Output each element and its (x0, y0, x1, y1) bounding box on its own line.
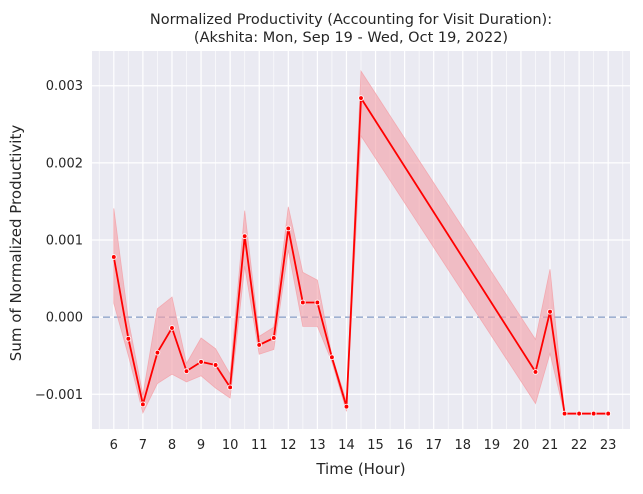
data-point (561, 410, 568, 417)
y-axis-ticks: −0.001 0.000 0.001 0.002 0.003 (35, 79, 83, 403)
y-axis-label: Sum of Normalized Productivity (7, 125, 25, 362)
chart-subtitle: (Akshita: Mon, Sep 19 - Wed, Oct 19, 202… (194, 30, 508, 46)
x-tick-label: 22 (571, 438, 588, 453)
x-tick-label: 21 (542, 438, 559, 453)
data-point (183, 368, 190, 374)
x-tick-label: 14 (338, 438, 355, 453)
x-tick-label: 16 (396, 438, 413, 453)
series-line (112, 97, 609, 415)
data-point (285, 225, 292, 232)
data-point (256, 342, 263, 348)
data-point (169, 325, 175, 331)
x-tick-label: 23 (600, 438, 617, 453)
data-point (329, 354, 335, 361)
x-tick-label: 9 (197, 438, 205, 453)
x-tick-label: 6 (110, 438, 118, 453)
y-tick-label: −0.001 (35, 388, 83, 403)
x-tick-label: 8 (168, 438, 176, 453)
x-tick-label: 10 (222, 438, 239, 453)
chart-title: Normalized Productivity (Accounting for … (150, 12, 552, 28)
y-tick-label: 0.002 (46, 156, 83, 171)
x-tick-label: 18 (455, 438, 472, 453)
x-axis-label: Time (Hour) (315, 460, 405, 478)
data-point (299, 299, 306, 306)
x-tick-label: 12 (280, 438, 297, 453)
data-point (227, 384, 233, 391)
x-tick-label: 20 (513, 438, 530, 453)
y-tick-label: 0.000 (46, 311, 83, 326)
x-tick-label: 7 (139, 438, 147, 453)
data-point (547, 308, 553, 315)
data-point (198, 359, 204, 365)
y-tick-label: 0.001 (46, 234, 83, 249)
data-point (532, 369, 539, 375)
x-tick-label: 17 (425, 438, 442, 453)
x-tick-label: 15 (367, 438, 384, 453)
x-tick-label: 11 (251, 438, 268, 453)
grid (92, 51, 630, 429)
data-point (154, 349, 161, 356)
data-point (314, 299, 321, 306)
data-point (358, 95, 364, 101)
data-point (576, 410, 582, 417)
data-point (343, 403, 350, 410)
data-point (140, 401, 146, 408)
data-point (605, 410, 612, 417)
data-points (110, 95, 612, 417)
data-point (241, 233, 248, 239)
y-tick-label: 0.003 (46, 79, 83, 94)
data-point (125, 335, 132, 342)
data-point (270, 335, 277, 341)
data-point (110, 254, 117, 260)
x-axis-ticks: 6 7 8 9 10 11 12 13 14 15 16 17 18 19 20 21 22 23 (110, 438, 617, 453)
x-tick-label: 13 (309, 438, 326, 453)
data-point (590, 410, 597, 417)
data-point (212, 362, 219, 368)
series-line-group (112, 97, 609, 415)
x-tick-label: 19 (484, 438, 501, 453)
